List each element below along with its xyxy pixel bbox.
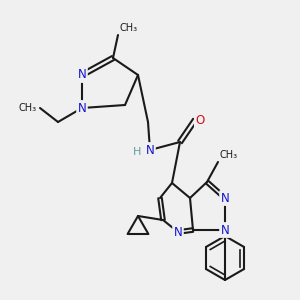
Text: N: N [220, 191, 230, 205]
Text: CH₃: CH₃ [120, 23, 138, 33]
Text: CH₃: CH₃ [19, 103, 37, 113]
Text: N: N [174, 226, 182, 238]
Text: CH₃: CH₃ [220, 150, 238, 160]
Text: N: N [146, 143, 154, 157]
Text: H: H [133, 147, 141, 157]
Text: N: N [78, 101, 86, 115]
Text: O: O [195, 113, 205, 127]
Text: N: N [220, 224, 230, 236]
Text: N: N [78, 68, 86, 82]
